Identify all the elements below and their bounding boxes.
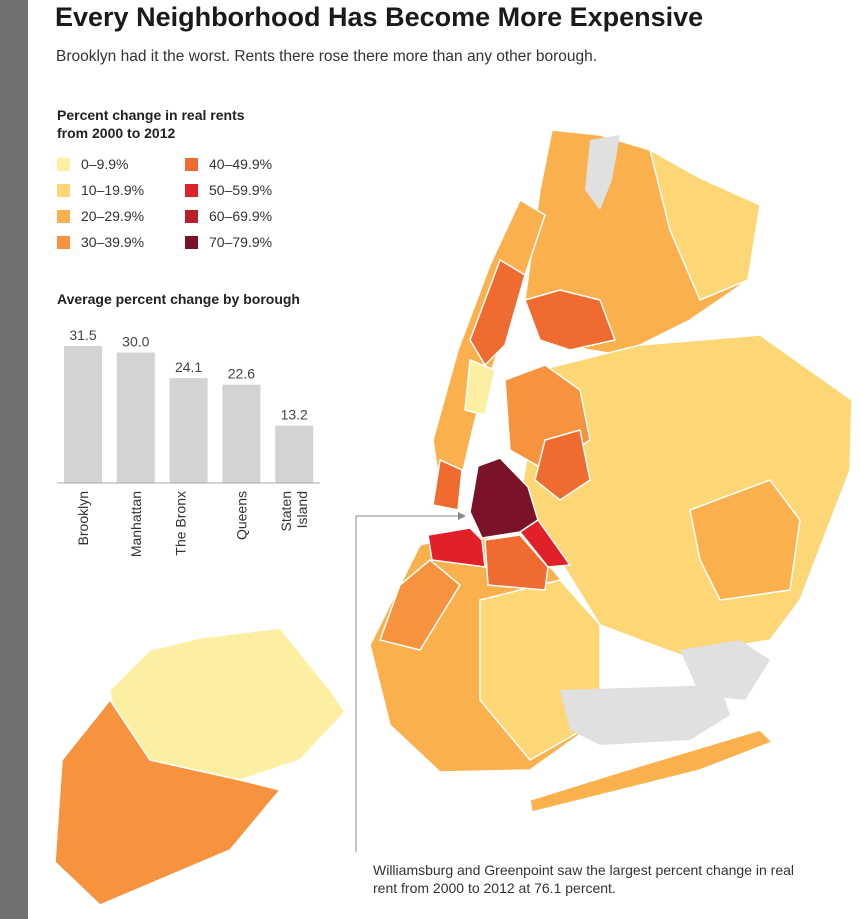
map-region-water-gray — [585, 135, 620, 210]
bar-manhattan — [116, 352, 155, 483]
legend-title: Percent change in real rents from 2000 t… — [57, 107, 245, 141]
legend-label: 40–49.9% — [209, 156, 273, 172]
bar-value-label: 24.1 — [175, 359, 202, 375]
map-region-bronx-east — [648, 148, 761, 301]
bar-category-label: Brooklyn — [75, 491, 91, 545]
map-region-rockaway — [529, 729, 774, 813]
bar-value-label: 30.0 — [122, 334, 149, 350]
map-region-lower-manhattan — [432, 458, 463, 511]
legend-label: 50–59.9% — [209, 182, 273, 198]
map-region-queens-southeast — [689, 479, 801, 601]
legend: 0–9.9% 40–49.9% 10–19.9% 50–59.9% 20–29.9% 60… — [57, 155, 315, 251]
left-border — [0, 0, 28, 919]
legend-swatch — [57, 183, 70, 197]
bar-chart-title: Average percent change by borough — [57, 291, 300, 307]
legend-item: 0–9.9% — [57, 155, 185, 173]
legend-item: 60–69.9% — [185, 207, 315, 225]
legend-swatch — [185, 209, 198, 223]
legend-label: 0–9.9% — [81, 156, 129, 172]
legend-label: 70–79.9% — [209, 234, 273, 250]
bar-brooklyn — [64, 345, 102, 483]
bar-queens — [222, 384, 261, 483]
bar-staten-island — [275, 425, 314, 483]
bar-value-label: 31.5 — [69, 327, 96, 343]
map-region-bronx-south — [524, 289, 617, 351]
bar-the-bronx — [169, 378, 208, 483]
bar-category-label: StatenIsland — [278, 491, 310, 531]
legend-label: 20–29.9% — [81, 208, 145, 224]
map-region-jamaica-bay — [560, 685, 730, 745]
legend-label: 60–69.9% — [209, 208, 273, 224]
map-region-queens-central — [534, 429, 591, 501]
legend-item: 10–19.9% — [57, 181, 185, 199]
nyc-map — [54, 129, 853, 906]
legend-item: 40–49.9% — [185, 155, 315, 173]
page-title: Every Neighborhood Has Become More Expen… — [55, 2, 704, 32]
legend-swatch — [185, 235, 198, 249]
map-region-midtown — [464, 358, 496, 416]
legend-item: 20–29.9% — [57, 207, 185, 225]
legend-swatch — [57, 235, 70, 249]
bar-category-label: The Bronx — [173, 491, 189, 556]
bar-value-label: 13.2 — [281, 407, 308, 423]
legend-item: 30–39.9% — [57, 233, 185, 251]
legend-swatch — [57, 157, 70, 171]
map-region-jfk — [680, 640, 770, 700]
bar-value-label: 22.6 — [228, 366, 255, 382]
legend-label: 10–19.9% — [81, 182, 145, 198]
legend-item: 50–59.9% — [185, 181, 315, 199]
legend-swatch — [185, 183, 198, 197]
map-region-brooklyn-west — [379, 559, 461, 651]
map-region-crown-heights — [484, 534, 549, 591]
bar-category-label: Manhattan — [128, 491, 144, 557]
annotation-text: Williamsburg and Greenpoint saw the larg… — [373, 862, 795, 896]
legend-swatch — [57, 209, 70, 223]
annotation-leader — [355, 512, 466, 852]
legend-label: 30–39.9% — [81, 234, 145, 250]
map-region-staten-island-south — [54, 698, 282, 906]
legend-swatch — [185, 157, 198, 171]
bar-chart: 31.5 Brooklyn 30.0 Manhattan 24.1 The Bronx 22… — [57, 327, 320, 557]
subtitle: Brooklyn had it the worst. Rents there r… — [56, 48, 598, 65]
bar-category-label: Queens — [233, 491, 249, 540]
legend-item: 70–79.9% — [185, 233, 315, 251]
map-region-harlem — [469, 258, 526, 367]
map-region-bed-stuy — [427, 527, 486, 568]
